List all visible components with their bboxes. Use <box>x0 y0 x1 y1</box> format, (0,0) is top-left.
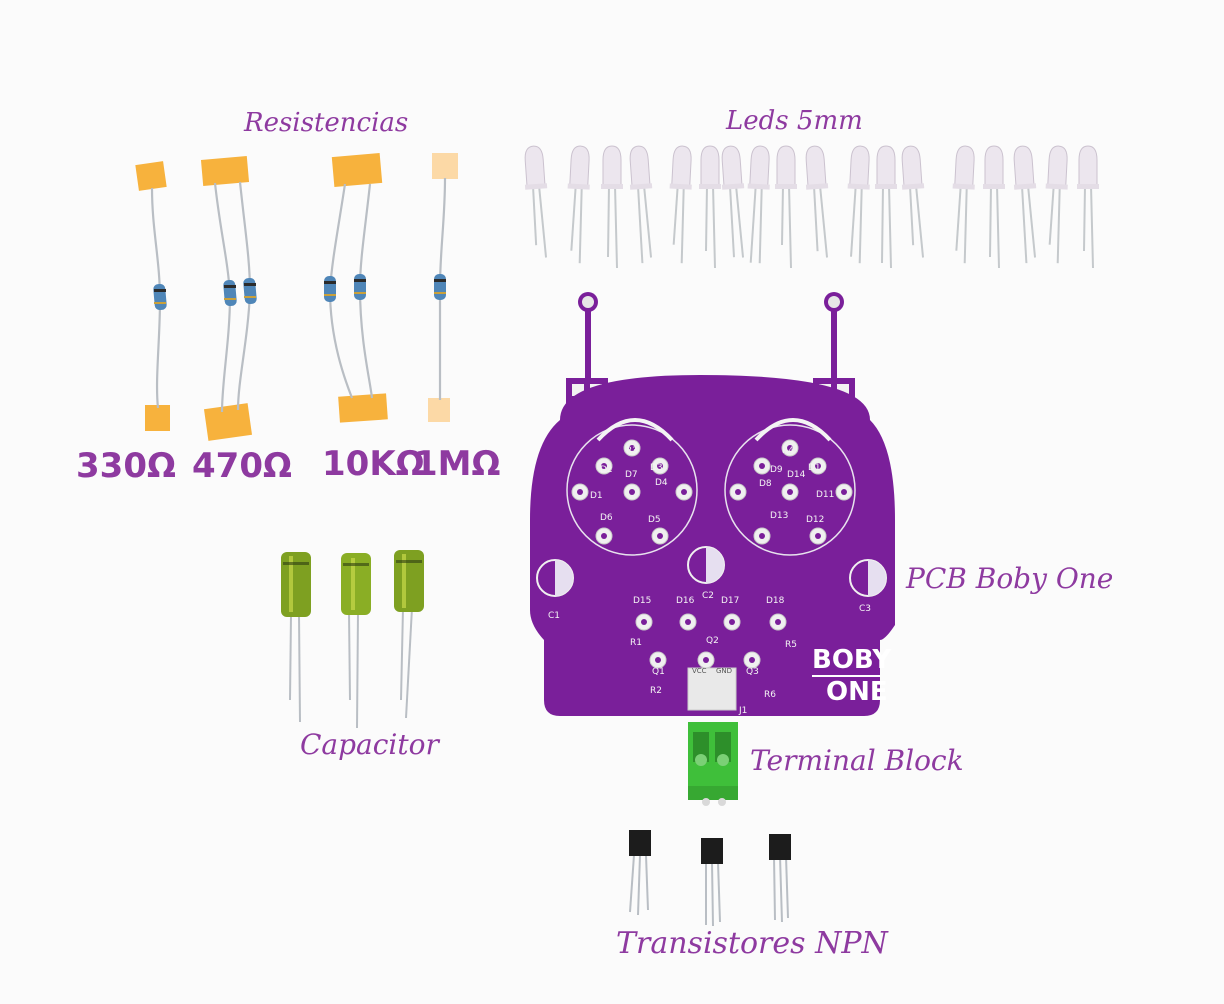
pcb-logo-line2: ONE <box>826 677 888 707</box>
led-group <box>524 145 1099 269</box>
svg-text:Q2: Q2 <box>706 636 719 646</box>
transistors-label: Transistores NPN <box>616 926 888 961</box>
svg-text:R1: R1 <box>630 638 642 648</box>
svg-text:D5: D5 <box>648 515 661 525</box>
svg-text:D9: D9 <box>770 465 783 475</box>
svg-text:J1: J1 <box>738 706 747 716</box>
tape <box>338 393 388 423</box>
resistor-value-330: 330Ω <box>76 446 176 486</box>
pcb-label: PCB Boby One <box>906 562 1114 595</box>
svg-text:D3: D3 <box>650 463 663 473</box>
svg-text:C2: C2 <box>702 591 714 601</box>
svg-text:D6: D6 <box>600 513 613 523</box>
svg-text:D12: D12 <box>806 515 824 525</box>
tape <box>428 398 450 422</box>
led <box>875 145 897 269</box>
svg-text:R6: R6 <box>764 690 776 700</box>
tape <box>331 152 383 188</box>
svg-text:R3: R3 <box>626 446 638 456</box>
svg-text:C1: C1 <box>548 611 560 621</box>
svg-text:R4: R4 <box>782 446 794 456</box>
svg-text:D7: D7 <box>625 470 638 480</box>
svg-text:D8: D8 <box>759 479 772 489</box>
led <box>567 145 590 264</box>
resistors-label: Resistencias <box>244 108 409 138</box>
led <box>721 145 745 258</box>
pcb-logo-line1: BOBY <box>812 645 892 675</box>
led <box>669 145 692 264</box>
svg-text:GND: GND <box>716 667 732 675</box>
terminal-block-label: Terminal Block <box>750 744 964 777</box>
svg-text:D2: D2 <box>600 465 613 475</box>
capacitor-group <box>281 550 424 729</box>
tape <box>145 405 170 431</box>
svg-text:R5: R5 <box>785 640 797 650</box>
svg-text:D10: D10 <box>808 463 827 473</box>
svg-text:D15: D15 <box>633 596 651 606</box>
transistor-group <box>629 830 791 927</box>
led <box>629 145 653 264</box>
resistor-value-1m: 1MΩ <box>414 444 501 484</box>
resistor-value-10k: 10KΩ <box>322 444 425 484</box>
led <box>805 145 829 258</box>
svg-text:D4: D4 <box>655 478 668 488</box>
terminal-block <box>688 722 738 806</box>
svg-text:D13: D13 <box>770 511 788 521</box>
capacitor <box>341 553 371 615</box>
led <box>847 145 870 264</box>
resistor-bodies <box>153 274 446 311</box>
pcb-board: R3 R4 D2 D3 D7 D9 D10 D1 D4 D8 D14 D11 D6 D5 D1… <box>530 292 895 716</box>
resistor-group <box>135 152 458 441</box>
led <box>775 145 797 269</box>
led <box>1045 145 1068 264</box>
led <box>1077 145 1099 269</box>
led <box>699 145 721 269</box>
svg-text:D18: D18 <box>766 596 785 606</box>
led <box>952 145 975 264</box>
led <box>747 145 770 264</box>
svg-text:D17: D17 <box>721 596 739 606</box>
svg-text:VCC: VCC <box>692 667 707 675</box>
svg-text:D14: D14 <box>787 470 806 480</box>
svg-text:Q1: Q1 <box>652 667 665 677</box>
led <box>983 145 1005 269</box>
svg-text:D16: D16 <box>676 596 695 606</box>
led <box>524 145 548 258</box>
capacitor <box>281 552 311 617</box>
tape <box>135 161 167 191</box>
tape <box>200 156 250 186</box>
tape <box>432 153 458 179</box>
svg-text:D1: D1 <box>590 491 603 501</box>
svg-text:R2: R2 <box>650 686 662 696</box>
led <box>901 145 925 258</box>
svg-text:C3: C3 <box>859 604 871 614</box>
svg-text:D11: D11 <box>816 490 834 500</box>
svg-text:Q3: Q3 <box>746 667 759 677</box>
capacitor-label: Capacitor <box>300 728 439 761</box>
resistor-value-470: 470Ω <box>192 446 292 486</box>
leds-label: Leds 5mm <box>726 106 863 136</box>
led <box>1013 145 1037 264</box>
pcb-silkscreen: R3 R4 D2 D3 D7 D9 D10 D1 D4 D8 D14 D11 D6 D5 D1… <box>548 446 871 716</box>
led <box>601 145 623 269</box>
capacitor <box>394 550 424 612</box>
tape <box>203 403 253 441</box>
